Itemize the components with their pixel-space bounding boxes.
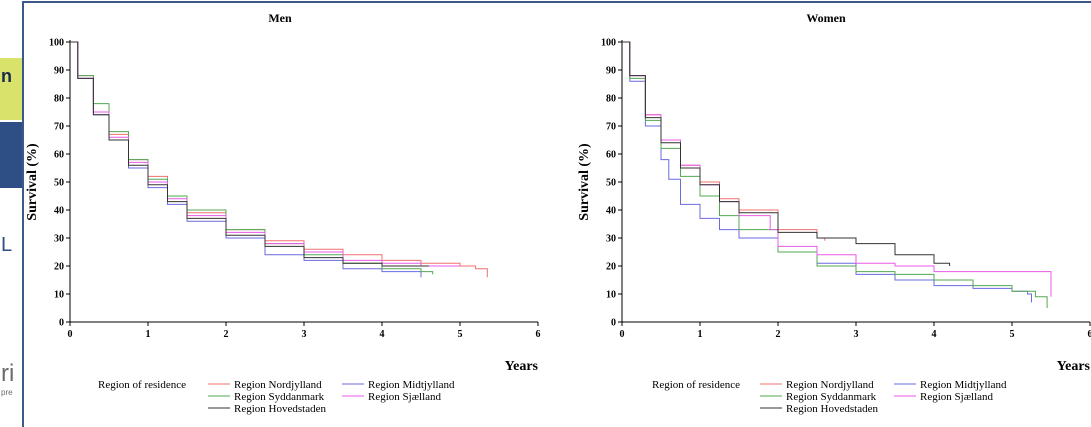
y-tick-label: 60	[606, 150, 616, 161]
y-tick-label: 40	[54, 206, 64, 217]
legend: Region of residence Region Nordjylland Reg…	[98, 379, 455, 415]
y-tick-label: 50	[54, 178, 64, 189]
y-tick-label: 80	[54, 94, 64, 105]
legend-entry: Region Hovedstaden	[234, 403, 326, 415]
y-tick-label: 0	[611, 318, 616, 329]
background-navy-strip	[0, 122, 24, 188]
series-line-region-hovedstaden	[622, 41, 951, 266]
figure-frame	[22, 1, 1091, 427]
y-tick-label: 50	[606, 178, 616, 189]
y-tick-label: 30	[54, 234, 64, 245]
chart-panel-women: Women 0 10 20 30 40 50 60 70 80 90 100 0 1 2 3 4 5 6 Surviv…	[577, 11, 1091, 415]
legend-entry: Region Sjælland	[920, 391, 994, 403]
legend: Region of residence Region Nordjylland Reg…	[652, 379, 1007, 415]
y-axis-label: Survival (%)	[25, 143, 40, 221]
y-tick-label: 70	[606, 122, 616, 133]
x-tick-label: 5	[1010, 329, 1015, 340]
y-tick-label: 70	[54, 122, 64, 133]
x-tick-label: 4	[380, 329, 385, 340]
legend-title: Region of residence	[98, 379, 186, 391]
legend-title: Region of residence	[652, 379, 740, 391]
background-letter: L	[1, 234, 13, 256]
y-tick-label: 80	[606, 94, 616, 105]
background-small-text: pre	[1, 388, 13, 397]
y-tick-label: 100	[49, 38, 64, 49]
legend-entry: Region Midtjylland	[368, 379, 455, 391]
series-line-region-midtjylland	[70, 41, 422, 278]
x-tick-label: 3	[854, 329, 859, 340]
y-tick-label: 20	[606, 262, 616, 273]
x-tick-label: 4	[932, 329, 937, 340]
series-line-region-nordjylland	[622, 41, 826, 241]
series-line-region-syddanmark	[622, 41, 1048, 308]
series-line-region-syddanmark	[70, 41, 434, 275]
x-axis-label: Years	[505, 359, 539, 374]
y-tick-label: 40	[606, 206, 616, 217]
background-letter: ri	[1, 360, 15, 387]
y-axis-label: Survival (%)	[577, 143, 592, 221]
chart-title: Men	[268, 11, 292, 25]
y-tick-label: 90	[54, 66, 64, 77]
legend-entry: Region Syddanmark	[786, 391, 877, 403]
y-tick-label: 90	[606, 66, 616, 77]
x-axis-label: Years	[1057, 359, 1091, 374]
legend-entry: Region Syddanmark	[234, 391, 325, 403]
x-tick-label: 1	[698, 329, 703, 340]
chart-panel-men: Men 0 10 20 30 40 50 60 70 80 90 100 0 1 2 3 4 5 6 Survival…	[25, 11, 541, 415]
y-tick-label: 10	[606, 290, 616, 301]
y-tick-label: 10	[54, 290, 64, 301]
y-tick-label: 20	[54, 262, 64, 273]
x-tick-label: 3	[302, 329, 307, 340]
y-tick-label: 0	[59, 318, 64, 329]
y-tick-label: 60	[54, 150, 64, 161]
x-tick-label: 2	[224, 329, 229, 340]
x-tick-label: 0	[620, 329, 625, 340]
legend-entry: Region Midtjylland	[920, 379, 1007, 391]
series-line-region-hovedstaden	[70, 41, 429, 267]
y-tick-label: 100	[601, 38, 616, 49]
legend-entry: Region Sjælland	[368, 391, 442, 403]
legend-entry: Region Nordjylland	[234, 379, 322, 391]
background-yellow-strip: n	[0, 58, 24, 120]
x-tick-label: 6	[1088, 329, 1091, 340]
x-tick-label: 5	[458, 329, 463, 340]
legend-entry: Region Nordjylland	[786, 379, 874, 391]
x-tick-label: 6	[536, 329, 541, 340]
x-tick-label: 0	[68, 329, 73, 340]
y-tick-label: 30	[606, 234, 616, 245]
series-line-region-sjælland	[622, 41, 1052, 297]
background-letter: n	[1, 66, 12, 86]
x-tick-label: 1	[146, 329, 151, 340]
legend-entry: Region Hovedstaden	[786, 403, 878, 415]
chart-title: Women	[806, 11, 846, 25]
series-line-region-midtjylland	[622, 41, 1032, 303]
x-tick-label: 2	[776, 329, 781, 340]
